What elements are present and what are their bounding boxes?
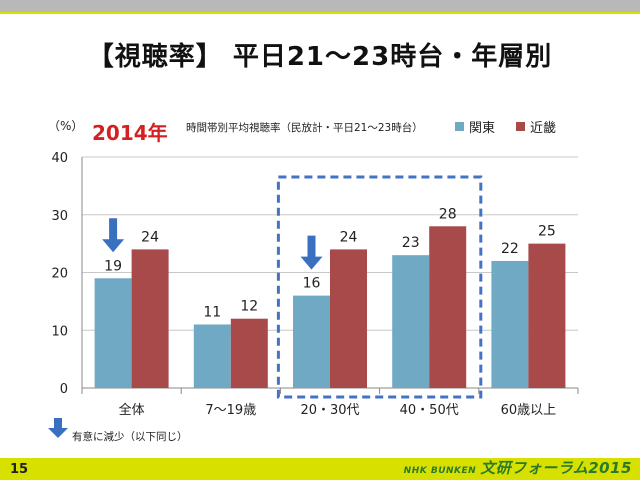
y-axis-unit: （%） [48, 119, 83, 133]
legend-down-arrow-icon [48, 418, 68, 438]
data-label: 28 [439, 206, 457, 222]
footer-logo-small: NHK BUNKEN [403, 466, 477, 476]
highlight-box [276, 175, 483, 399]
top-bar [0, 0, 640, 12]
top-accent-line [0, 12, 640, 14]
page-number: 15 [10, 462, 29, 477]
footer-logo: NHK BUNKEN 文研フォーラム2015 [404, 457, 632, 478]
bar-kanto [193, 324, 231, 388]
x-category-label: 7～19歳 [205, 403, 256, 418]
x-category-label: 60歳以上 [501, 403, 557, 418]
bar-kinki [429, 226, 467, 388]
data-label: 25 [538, 224, 556, 240]
data-label: 16 [303, 276, 321, 292]
legend-label-2: 近畿 [530, 121, 556, 136]
y-tick-label: 40 [51, 151, 68, 166]
data-label: 24 [141, 229, 159, 245]
y-tick-label: 20 [51, 267, 68, 282]
legend-swatch-2 [516, 122, 525, 131]
data-label: 24 [340, 229, 358, 245]
bar-kinki [230, 318, 268, 388]
bottom-bar [0, 458, 640, 480]
bar-kanto [293, 295, 330, 388]
bar-kanto [491, 260, 529, 388]
x-category-label: 20・30代 [300, 403, 359, 418]
chart-title: 時間帯別平均視聴率（民放計・平日21～23時台） [186, 121, 423, 134]
legend-swatch-1 [455, 122, 464, 131]
bar-kinki [528, 243, 566, 388]
data-label: 11 [203, 304, 221, 320]
data-label: 23 [402, 235, 420, 251]
footer-logo-text: 文研フォーラム2015 [480, 459, 632, 477]
bar-kinki [330, 249, 367, 388]
down-arrow-icon [300, 235, 323, 270]
down-arrow-icon [102, 218, 125, 253]
y-tick-label: 0 [60, 382, 68, 397]
data-label: 22 [501, 241, 519, 257]
bar-kinki [131, 249, 169, 388]
y-tick-label: 30 [51, 209, 68, 224]
y-tick-label: 10 [51, 324, 68, 339]
data-label: 12 [240, 299, 258, 315]
x-category-label: 40・50代 [400, 403, 459, 418]
x-category-label: 全体 [119, 402, 145, 418]
legend-label-1: 関東 [469, 120, 495, 136]
data-label: 19 [104, 258, 122, 274]
bar-kanto [94, 278, 132, 388]
note-text: 有意に減少（以下同じ） [72, 430, 188, 443]
slide-title: 【視聴率】 平日21～23時台・年層別 [87, 42, 553, 72]
bar-kanto [392, 255, 430, 388]
year-label: 2014年 [92, 121, 168, 145]
